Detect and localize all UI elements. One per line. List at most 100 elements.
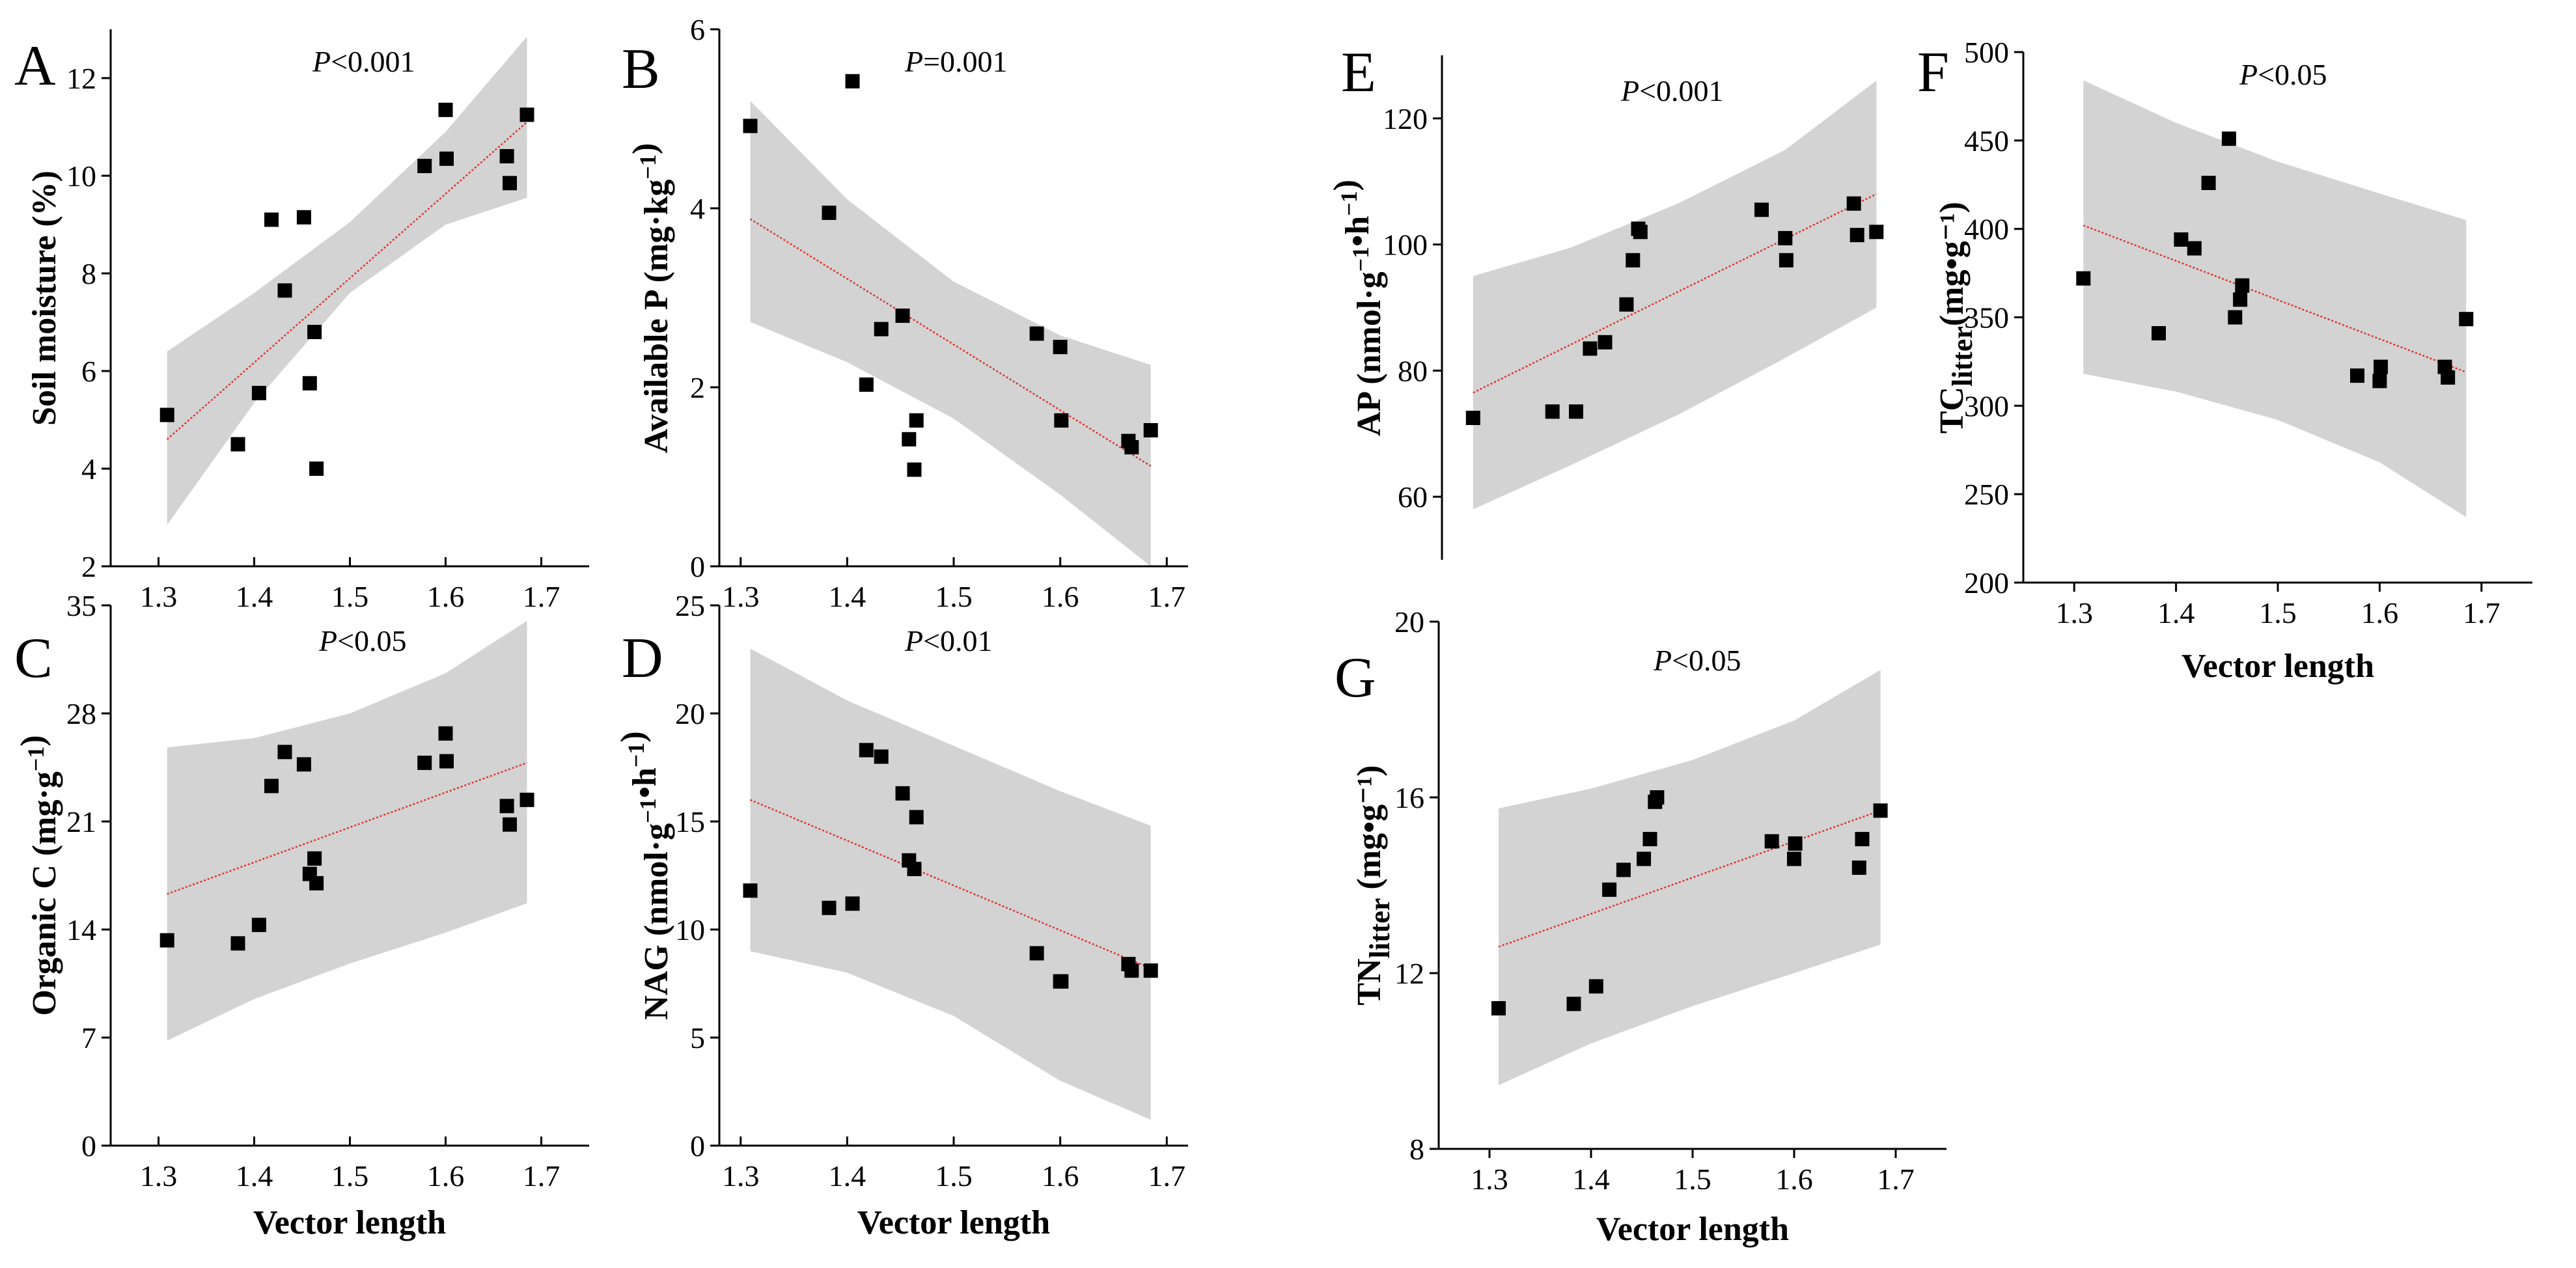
panel-A-point-15 — [519, 107, 534, 122]
panel-F-point-12 — [2374, 359, 2388, 374]
panel-A-ytick-label-5: 12 — [66, 62, 96, 95]
panel-B-point-4 — [859, 377, 874, 392]
panel-G-point-7 — [1642, 832, 1657, 847]
panel-B-xtick-label-0: 1.3 — [722, 580, 760, 613]
panel-C-ytick-label-0: 0 — [81, 1129, 96, 1163]
panel-D-ytick-label-0: 0 — [690, 1129, 705, 1163]
panel-G-ytick-label-2: 16 — [1394, 781, 1424, 814]
panel-C-point-9 — [309, 875, 324, 890]
panel-F-ytick-label-6: 500 — [1964, 36, 2009, 69]
panel-C-xtick-label-4: 1.7 — [523, 1159, 561, 1192]
panel-C-point-2 — [230, 936, 245, 951]
panel-B-confidence-band — [750, 101, 1151, 566]
panel-D-ytick-label-3: 15 — [675, 805, 705, 838]
panel-E-ytick-label-3: 120 — [1383, 102, 1428, 135]
panel-F-xtick-label-0: 1.3 — [2055, 596, 2093, 629]
panel-G-point-9 — [1650, 790, 1665, 805]
panel-B-ytick-label-0: 0 — [690, 550, 705, 583]
panel-C-point-8 — [307, 851, 322, 866]
panel-C-point-4 — [264, 779, 279, 793]
panel-F-pvalue-rest: <0.05 — [2258, 58, 2327, 91]
panel-D-ylabel: NAG (nmol·g−1•h−1) — [615, 731, 675, 1019]
panel-B-pvalue-rest: =0.001 — [923, 45, 1007, 78]
panel-G-point-6 — [1637, 851, 1652, 866]
panel-F-letter: F — [1917, 41, 1949, 104]
panel-B-point-1 — [743, 118, 758, 133]
panel-G-fit-line — [1498, 810, 1881, 948]
panel-G-pvalue-rest: <0.05 — [1672, 644, 1741, 677]
panel-B-point-12 — [1054, 413, 1069, 428]
panel-D-ytick-label-1: 5 — [690, 1021, 705, 1054]
panel-F-ytick-label-3: 350 — [1964, 301, 2009, 335]
panel-F-ylabel: TClitter(mg•g⁻¹) — [1933, 202, 1978, 434]
panel-D-pvalue-p: P — [904, 624, 923, 657]
panel-D-point-4 — [859, 743, 874, 758]
panel-C-pvalue: P<0.05 — [318, 624, 407, 657]
panel-A-xtick-label-1: 1.4 — [236, 580, 273, 613]
panel-F-point-15 — [2459, 312, 2474, 327]
panel-F-ytick-label-2: 300 — [1964, 389, 2009, 422]
panel-A-xtick-label-3: 1.6 — [427, 580, 465, 613]
panel-G-xtick-label-2: 1.5 — [1674, 1163, 1711, 1196]
panel-E-pvalue-rest: <0.001 — [1639, 74, 1723, 107]
panel-E-point-7 — [1626, 253, 1641, 268]
panel-C-xlabel: Vector length — [253, 1204, 446, 1241]
panel-A-point-3 — [251, 385, 266, 400]
panel-A-xtick-label-4: 1.7 — [523, 580, 561, 613]
panel-G-confidence-band — [1499, 670, 1881, 1086]
panel-A-letter: A — [14, 34, 56, 98]
panel-F-xlabel: Vector length — [2181, 648, 2374, 685]
panel-C-confidence-band — [167, 620, 527, 1041]
panel-F-point-10 — [2350, 368, 2364, 383]
panel-D-pvalue: P<0.01 — [904, 624, 993, 657]
panel-E-fit-line — [1473, 193, 1877, 394]
panel-D-point-9 — [909, 810, 924, 825]
panel-A-point-2 — [230, 437, 245, 452]
panel-A-xtick-label-0: 1.3 — [140, 580, 178, 613]
panel-F-ytick-label-4: 400 — [1964, 213, 2009, 246]
panel-G-point-14 — [1855, 832, 1870, 847]
panel-C-fit-line — [167, 762, 527, 895]
panel-F-point-3 — [2174, 232, 2189, 247]
panel-C-ytick-label-3: 21 — [66, 805, 96, 838]
panel-F-point-8 — [2233, 292, 2248, 307]
panel-D-point-10 — [1029, 946, 1044, 961]
panel-G-ytick-label-0: 8 — [1409, 1133, 1424, 1166]
panel-B-letter: B — [622, 38, 660, 101]
panel-A-point-8 — [307, 325, 322, 339]
panel-D-xtick-label-3: 1.6 — [1042, 1159, 1079, 1192]
panel-A-ytick-label-0: 2 — [81, 550, 96, 583]
panel-C-point-13 — [499, 799, 514, 814]
panel-A-point-14 — [503, 176, 517, 191]
panel-G-point-10 — [1764, 834, 1779, 849]
panel-B-xtick-label-3: 1.6 — [1042, 580, 1079, 613]
panel-E-confidence-band — [1473, 80, 1877, 510]
panel-B-point-2 — [822, 205, 837, 220]
panel-B-point-15 — [1143, 423, 1158, 437]
panel-G-xlabel: Vector length — [1596, 1211, 1789, 1248]
panel-D-confidence-band — [750, 648, 1151, 1120]
panel-E-point-12 — [1779, 253, 1794, 268]
panel-F: 200 250 300 350 400 450 500 1.3 1.4 1.5 1.6 1.7 Vect… — [1917, 36, 2532, 685]
panel-A-ytick-label-1: 4 — [81, 452, 96, 486]
panel-F-xtick-label-4: 1.7 — [2463, 596, 2500, 629]
panel-D-point-3 — [845, 896, 860, 911]
panel-A-point-1 — [159, 407, 174, 422]
panel-E-point-10 — [1754, 202, 1769, 217]
panel-C-letter: C — [14, 627, 53, 690]
panel-B-xtick-label-2: 1.5 — [935, 580, 973, 613]
panel-B-ylabel: Available P (mg·kg−1) — [626, 143, 675, 454]
panel-E-ytick-label-0: 60 — [1398, 480, 1428, 514]
panel-G-pvalue-p: P — [1653, 644, 1672, 677]
panel-F-pvalue-p: P — [2239, 58, 2258, 91]
panel-G-point-4 — [1602, 882, 1617, 897]
panel-C-point-12 — [439, 754, 454, 769]
panel-G-point-3 — [1588, 979, 1603, 994]
panel-G-letter: G — [1335, 646, 1376, 710]
panel-D-xtick-label-4: 1.7 — [1148, 1159, 1186, 1192]
panel-G-xtick-label-4: 1.7 — [1877, 1163, 1915, 1196]
panel-G: 8 12 16 20 1.3 1.4 1.5 1.6 1.7 Vector length TNlit… — [1335, 605, 1946, 1248]
panel-C-ytick-label-1: 7 — [81, 1021, 96, 1054]
panel-E-point-6 — [1619, 297, 1634, 312]
panel-B-xtick-label-4: 1.7 — [1148, 580, 1186, 613]
